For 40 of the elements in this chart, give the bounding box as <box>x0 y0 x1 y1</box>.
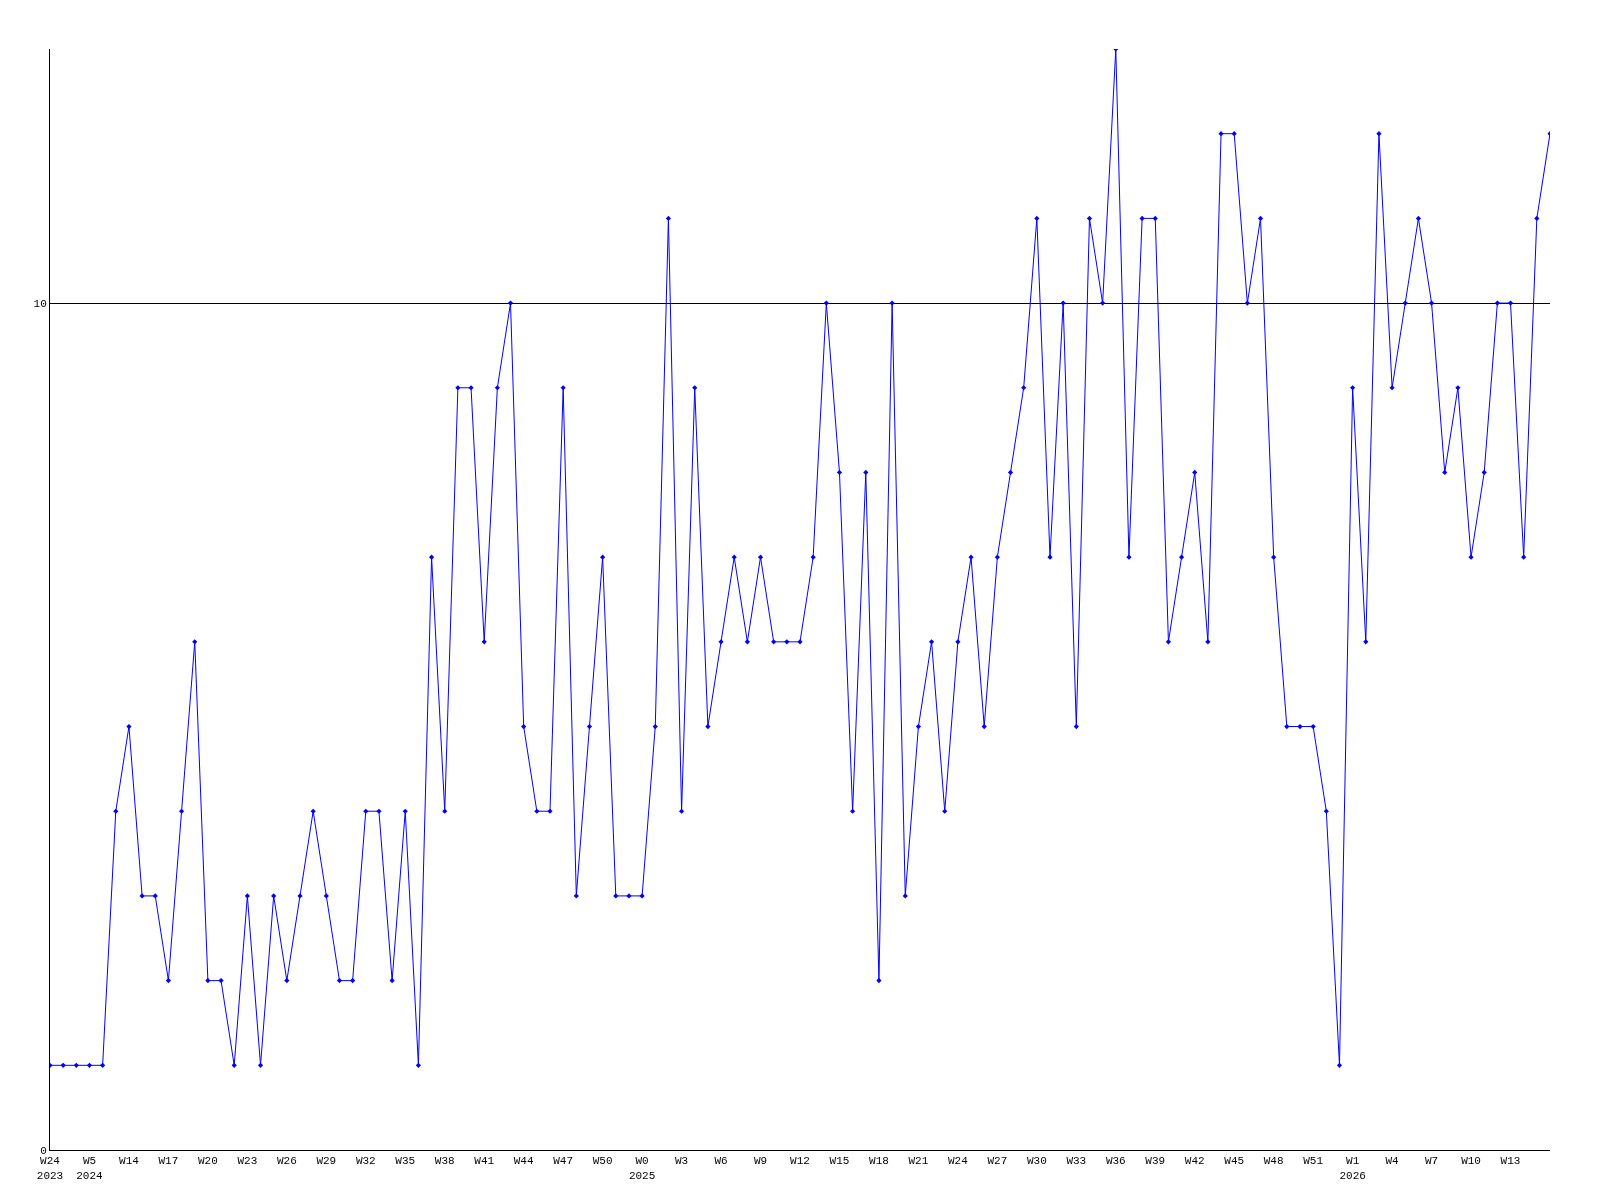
x-tick-label: W4 <box>1385 1155 1400 1168</box>
x-tick-label: W50 <box>592 1155 613 1168</box>
x-tick-label: W35 <box>395 1155 416 1168</box>
x-tick-label: W17 <box>158 1155 179 1168</box>
x-tick-label: W36 <box>1105 1155 1126 1168</box>
x-tick-label: W21 <box>908 1155 929 1168</box>
x-tick-label: W3 <box>674 1155 689 1168</box>
x-tick-label: W18 <box>869 1155 889 1168</box>
x-tick-label: W45 <box>1224 1155 1245 1168</box>
x-tick-label: W39 <box>1145 1155 1166 1168</box>
x-tick-label: W44 <box>513 1155 534 1168</box>
x-tick-label: W42 <box>1184 1155 1205 1168</box>
x-tick-label: W1 2026 <box>1339 1155 1366 1182</box>
x-tick-label: W27 <box>987 1155 1008 1168</box>
x-tick-label: W26 <box>276 1155 297 1168</box>
x-tick-label: W15 <box>829 1155 850 1168</box>
x-tick-label: W7 <box>1424 1155 1439 1168</box>
x-tick-label: W24 <box>947 1155 969 1168</box>
x-tick-label: W29 <box>316 1155 337 1168</box>
x-tick-label: W12 <box>790 1155 810 1168</box>
x-tick-label: W30 <box>1026 1155 1047 1168</box>
x-tick-label: W48 <box>1263 1155 1284 1168</box>
x-tick-label: W6 <box>714 1155 728 1168</box>
x-tick-label: W33 <box>1066 1155 1087 1168</box>
x-tick-label: W51 <box>1303 1155 1324 1168</box>
x-tick-label: W47 <box>553 1155 574 1168</box>
x-tick-label: W13 <box>1500 1155 1521 1168</box>
x-tick-label: W41 <box>474 1155 495 1168</box>
x-tick-label: W0 2025 <box>628 1155 656 1182</box>
y-tick-label: 10 <box>33 297 47 310</box>
x-tick-label: W23 <box>237 1155 258 1168</box>
x-tick-label: W10 <box>1461 1155 1481 1168</box>
x-tick-label: W14 <box>119 1155 140 1168</box>
x-tick-label: W38 <box>434 1155 455 1168</box>
x-tick-label: W5 2024 <box>76 1155 104 1182</box>
x-tick-label: W32 <box>355 1155 376 1168</box>
y-tick-label: 0 <box>40 1144 47 1157</box>
x-tick-label: W9 <box>753 1155 768 1168</box>
x-tick-label: W20 <box>197 1155 218 1168</box>
x-tick-label: W24 2023 <box>36 1155 64 1182</box>
